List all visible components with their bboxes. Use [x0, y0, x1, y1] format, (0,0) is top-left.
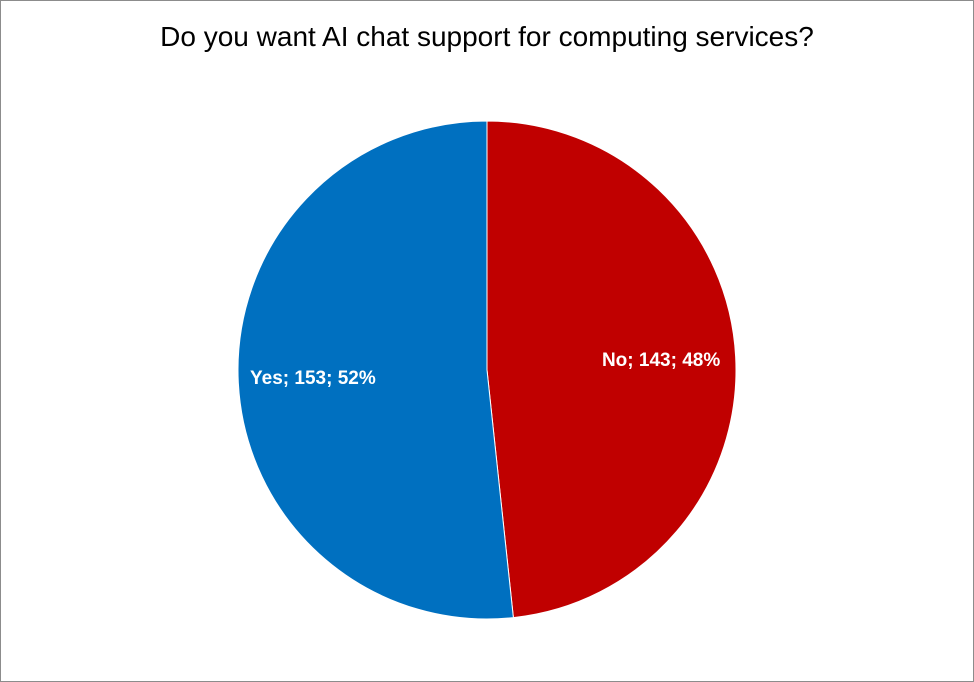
pie-slices [237, 120, 737, 620]
pie-slice-no [486, 120, 737, 619]
chart-title: Do you want AI chat support for computin… [160, 21, 814, 52]
pie-data-labels: No; 143; 48% Yes; 153; 52% [250, 350, 720, 389]
data-label-yes: Yes; 153; 52% [250, 368, 376, 389]
pie-slice-yes [237, 120, 514, 620]
data-label-no: No; 143; 48% [602, 350, 720, 371]
